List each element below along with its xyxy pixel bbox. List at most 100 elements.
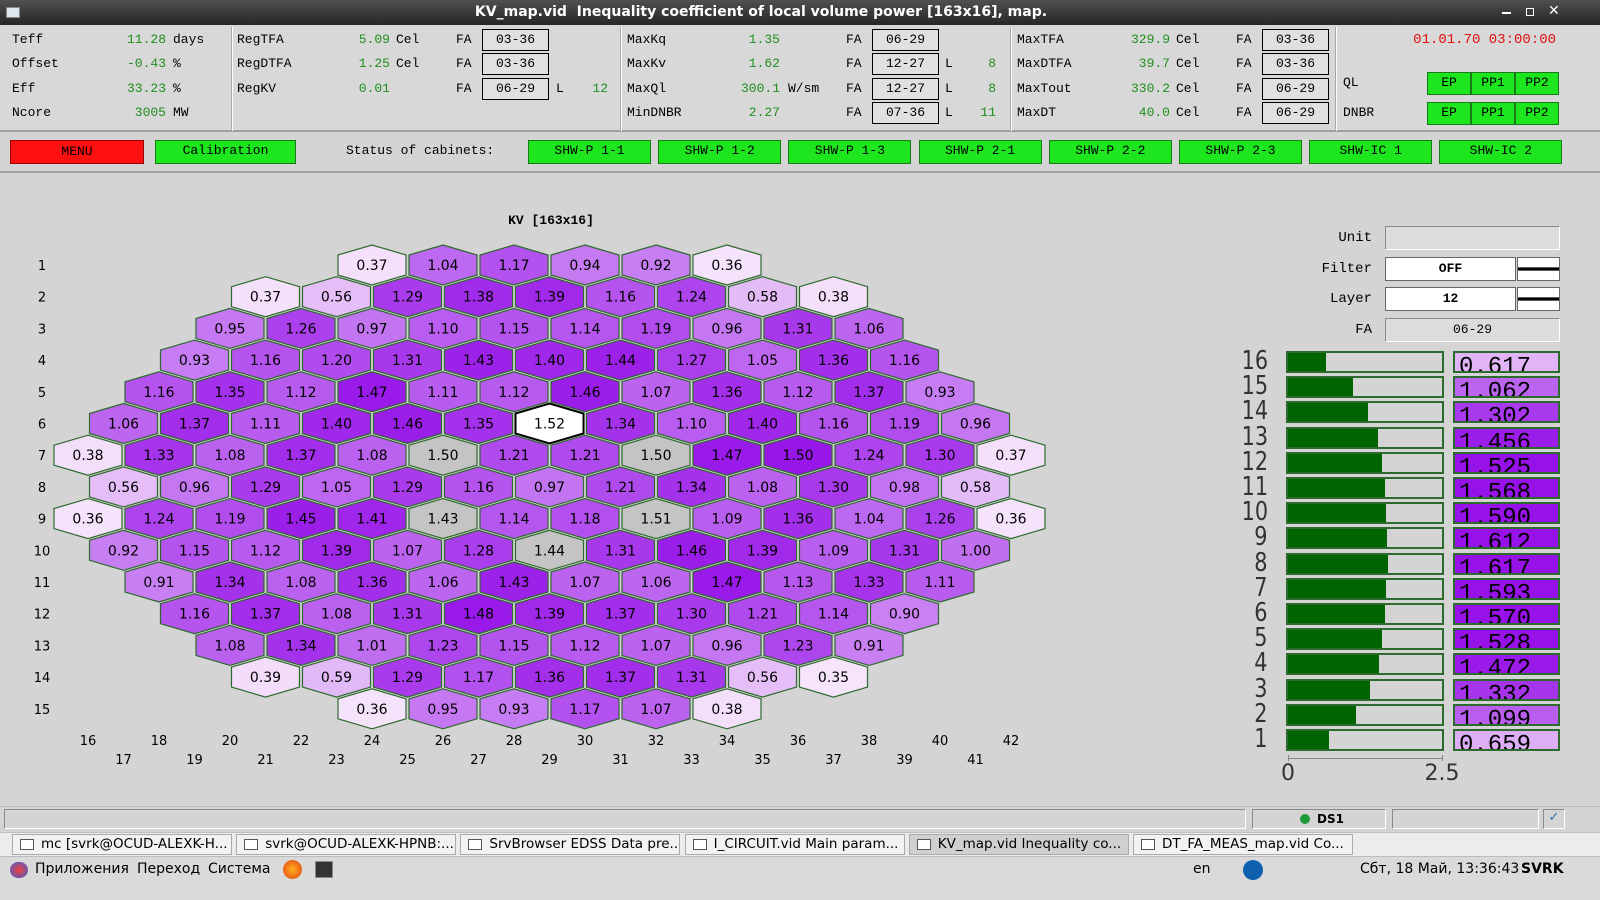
fa-cell [621, 497, 691, 540]
param-unit: % [173, 80, 181, 96]
layer-value: 1.302 [1453, 401, 1560, 424]
filter-field[interactable]: OFF [1385, 257, 1516, 281]
fa-value: 1.48 [463, 607, 494, 623]
browser-icon[interactable] [283, 860, 302, 879]
panel-menu[interactable]: Переход [137, 861, 201, 877]
layer-value: 1.062 [1453, 376, 1560, 399]
filter-spinner[interactable] [1517, 257, 1560, 281]
cabinet-button[interactable]: SHW-IC 1 [1309, 140, 1433, 164]
protection-button[interactable]: EP [1427, 102, 1471, 125]
fa-value: 0.58 [960, 480, 991, 496]
param-layer: 8 [988, 56, 996, 72]
fa-value: 1.50 [640, 448, 671, 464]
cabinet-button[interactable]: SHW-P 2-3 [1179, 140, 1302, 164]
terminal-icon[interactable] [315, 861, 333, 878]
keyboard-layout[interactable]: en [1193, 861, 1211, 877]
column-label: 33 [683, 753, 700, 768]
protection-button[interactable]: PP2 [1515, 72, 1559, 95]
fa-cell [905, 371, 975, 413]
layer-label: L [945, 80, 953, 96]
fa-cell [337, 371, 407, 413]
protection-button[interactable]: EP [1427, 72, 1471, 95]
fa-cell [692, 307, 762, 350]
layer-label: 6 [1254, 598, 1268, 628]
protection-button[interactable]: PP2 [1515, 102, 1559, 125]
status-check[interactable]: ✓ [1543, 809, 1565, 829]
fa-value: 1.12 [285, 385, 316, 401]
cabinet-button[interactable]: SHW-P 1-1 [528, 140, 651, 164]
fa-cell [798, 466, 869, 508]
fa-value: 1.34 [214, 575, 245, 591]
layer-label: L [945, 56, 953, 72]
fa-value: 1.30 [818, 480, 849, 496]
taskbar-item[interactable]: KV_map.vid Inequality co... [908, 834, 1129, 855]
fa-value: 1.33 [143, 448, 174, 464]
fa-value: 1.46 [392, 417, 423, 433]
fa-cell [514, 529, 585, 571]
param-value: 5.09 [358, 32, 390, 47]
taskbar-item[interactable]: svrk@OCUD-ALEXK-HPNB:... [236, 834, 457, 855]
taskbar-item[interactable]: mc [svrk@OCUD-ALEXK-H... [12, 834, 232, 855]
layer-axis [1288, 758, 1442, 759]
taskbar-item[interactable]: SrvBrowser EDSS Data pre... [460, 834, 681, 855]
form-label: Layer [1329, 291, 1372, 307]
panel-menu[interactable]: Приложения [35, 861, 129, 877]
fa-value: 1.36 [818, 353, 849, 369]
layer-spinner[interactable] [1517, 287, 1560, 311]
fa-cell [514, 402, 585, 445]
menu-button[interactable]: MENU [10, 140, 144, 164]
fa-cell [727, 466, 798, 508]
maximize-button[interactable] [1526, 8, 1534, 16]
fa-value: 1.20 [321, 353, 352, 369]
param-value: -0.43 [126, 56, 166, 72]
fa-value: 1.16 [818, 417, 849, 433]
fa-value: 1.36 [356, 575, 387, 591]
panel-menu[interactable]: Система [208, 861, 271, 877]
taskbar-item[interactable]: I_CIRCUIT.vid Main param... [684, 834, 905, 855]
protection-button[interactable]: PP1 [1471, 72, 1515, 95]
taskbar-item[interactable]: DT_FA_MEAS_map.vid Co... [1133, 834, 1353, 855]
layer-field[interactable]: 12 [1385, 287, 1516, 311]
fa-value: 1.15 [498, 638, 529, 654]
fa-cell [976, 434, 1046, 476]
fa-cell [230, 402, 301, 445]
minimize-button[interactable] [1502, 12, 1511, 14]
cabinet-button[interactable]: SHW-P 2-1 [918, 140, 1042, 164]
param-name: MaxTFA [1017, 32, 1064, 47]
cabinet-button[interactable]: SHW-P 2-2 [1048, 140, 1172, 164]
row-label: 14 [34, 671, 51, 686]
cabinet-button[interactable]: SHW-IC 2 [1439, 140, 1563, 164]
layer-label: 13 [1241, 421, 1268, 452]
fa-value: 0.93 [924, 385, 955, 401]
fa-value: 1.05 [321, 480, 352, 496]
close-button[interactable]: ✕ [1548, 3, 1560, 19]
row-label: 6 [38, 418, 46, 433]
fa-cell [337, 561, 407, 603]
fa-cell [124, 371, 194, 413]
column-label: 32 [648, 734, 665, 749]
fa-cell [195, 497, 265, 540]
fa-cell [727, 656, 798, 698]
fa-cell [301, 402, 372, 445]
apps-icon[interactable] [10, 862, 28, 878]
fa-value: 1.09 [711, 512, 742, 528]
fa-value: 1.08 [285, 575, 316, 591]
fa-value: 0.94 [569, 258, 600, 274]
fa-cell [798, 656, 869, 698]
cabinet-button[interactable]: SHW-P 1-2 [658, 140, 782, 164]
fa-cell [443, 276, 514, 318]
cabinet-button[interactable]: SHW-P 1-3 [788, 140, 912, 164]
fa-cell [230, 593, 301, 635]
param-unit: Cel [1176, 32, 1200, 47]
fa-value: 1.06 [853, 321, 884, 337]
fa-cell [798, 276, 869, 318]
fa-cell [479, 624, 549, 667]
fa-cell [940, 402, 1011, 445]
protection-button[interactable]: PP1 [1471, 102, 1515, 125]
param-name: Ncore [12, 104, 52, 120]
fa-field: 03-36 [482, 29, 549, 51]
layer-bar [1288, 579, 1387, 598]
server-indicator [1300, 814, 1310, 824]
calibration-button[interactable]: Calibration [155, 140, 296, 164]
